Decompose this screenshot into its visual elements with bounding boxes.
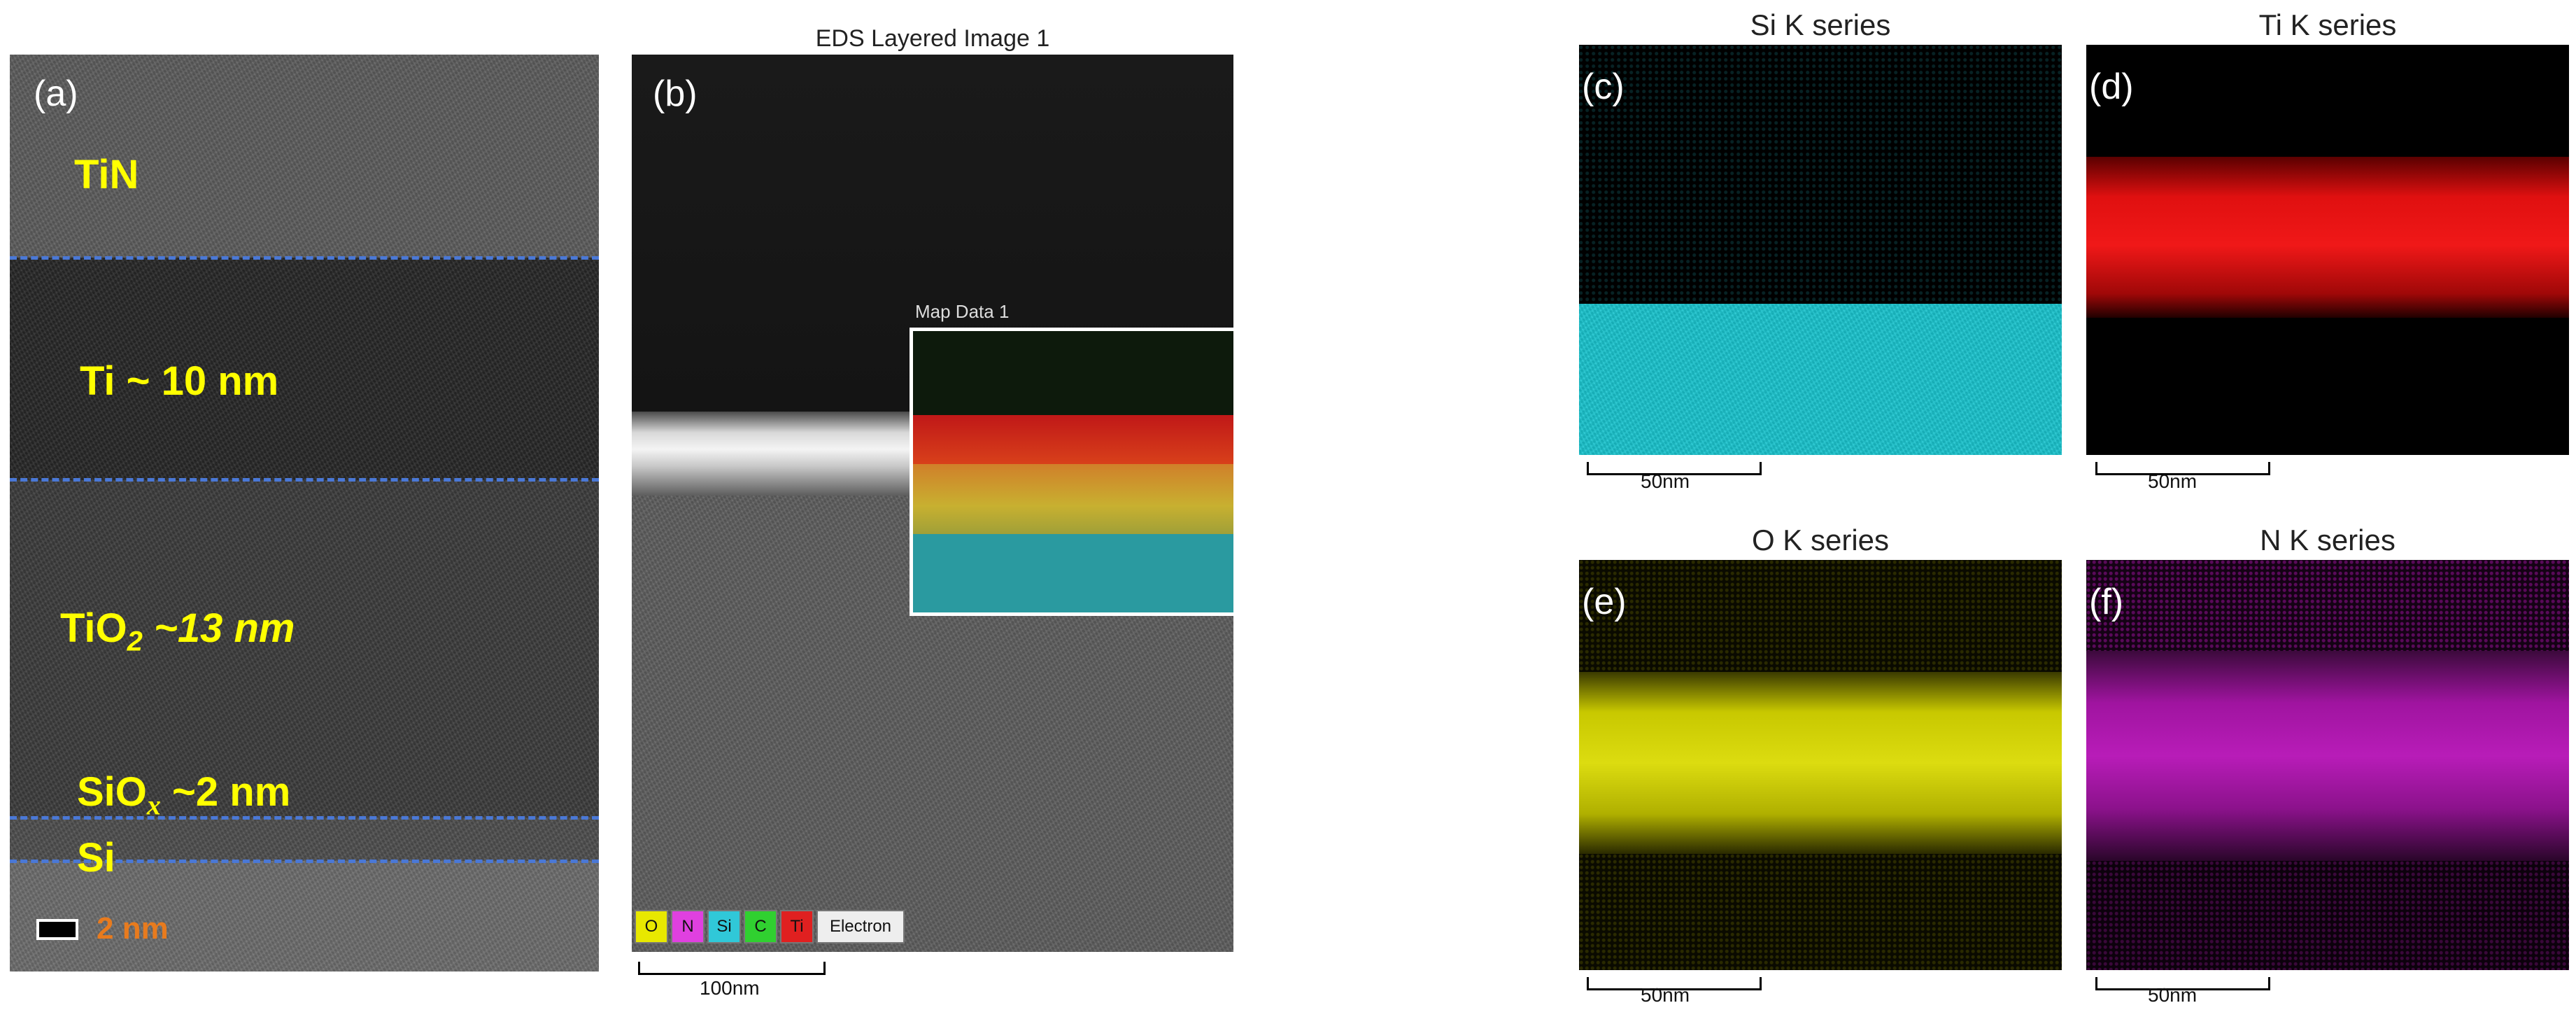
scale-bar-c-label: 50nm [1641, 470, 1690, 492]
layer-label-tin: TiN [74, 152, 139, 197]
map-title-o: O K series [1751, 524, 1890, 556]
tem-image-panel-a: (a) TiN Ti ~ 10 nm TiO2 ~13 nm SiOx ~2 n… [10, 55, 599, 972]
ti-signal-vacuum [2086, 45, 2569, 157]
scale-bar-d-label: 50nm [2148, 470, 2198, 492]
tio2-main: TiO [60, 605, 127, 651]
n-signal-band [2086, 651, 2569, 861]
interface-line-tio2-siox [10, 816, 599, 820]
ti-layer-region [10, 258, 599, 480]
si-k-map-c: (c) [1579, 45, 2062, 455]
interface-line-siox-si [10, 860, 599, 863]
map-ti-band [913, 415, 1233, 464]
scale-bar-a [36, 919, 78, 940]
si-layer-region [10, 861, 599, 972]
layer-label-si: Si [77, 835, 115, 881]
map-title-n: N K series [2260, 524, 2395, 556]
o-signal-vacuum [1579, 560, 2062, 672]
tio2-layer-region [10, 480, 599, 818]
map-si-band [913, 534, 1233, 612]
ti-signal-band [2086, 157, 2569, 318]
siox-subscript: x [146, 789, 161, 821]
o-signal-substrate [1579, 854, 2062, 970]
ti-signal-substrate [2086, 318, 2569, 455]
eds-layered-panel-b: Map Data 1 O N Si C Ti Electron (b) [632, 55, 1233, 952]
o-k-map-e: (e) [1579, 560, 2062, 970]
n-k-map-f: (f) [2086, 560, 2569, 970]
scale-bar-b-label: 100nm [700, 977, 760, 999]
siox-main: SiO [77, 769, 147, 815]
scale-bar-b [638, 962, 826, 975]
eds-layered-title: EDS Layered Image 1 [815, 25, 1050, 52]
layer-label-siox: SiOx ~2 nm [77, 769, 290, 822]
panel-label-b: (b) [653, 73, 698, 114]
legend-ti: Ti [780, 910, 814, 944]
legend-c: C [744, 910, 777, 944]
panel-label-f: (f) [2089, 582, 2124, 622]
map-vacuum [913, 331, 1233, 415]
scale-bar-e [1587, 977, 1762, 990]
ti-k-map-d: (d) [2086, 45, 2569, 455]
legend-si: Si [707, 910, 741, 944]
panel-label-d: (d) [2089, 66, 2134, 107]
scale-bar-d [2095, 462, 2270, 475]
interface-line-tin-ti [10, 256, 599, 260]
map-o-band [913, 464, 1233, 534]
scale-bar-a-label: 2 nm [97, 911, 169, 946]
o-signal-band [1579, 672, 2062, 854]
panel-label-e: (e) [1582, 582, 1627, 622]
interface-line-ti-tio2 [10, 478, 599, 482]
panel-label-c: (c) [1582, 66, 1625, 107]
panel-label-a: (a) [34, 73, 78, 114]
layer-label-tio2: TiO2 ~13 nm [60, 605, 295, 658]
siox-layer-region [10, 818, 599, 861]
scale-bar-e-label: 50nm [1641, 984, 1690, 1006]
n-signal-vacuum [2086, 560, 2569, 651]
legend-o: O [635, 910, 668, 944]
map-title-ti: Ti K series [2258, 8, 2397, 41]
legend-n: N [671, 910, 705, 944]
map-title-si: Si K series [1750, 8, 1891, 41]
scale-bar-f-label: 50nm [2148, 984, 2198, 1006]
si-signal-substrate [1579, 304, 2062, 455]
scale-bar-f [2095, 977, 2270, 990]
legend-electron: Electron [816, 910, 905, 944]
si-signal-low [1579, 45, 2062, 304]
map-data-label: Map Data 1 [915, 301, 1010, 322]
siox-thickness: ~2 nm [160, 769, 291, 815]
scale-bar-c [1587, 462, 1762, 475]
n-signal-substrate [2086, 861, 2569, 970]
layer-label-ti: Ti ~ 10 nm [80, 358, 279, 404]
tio2-subscript: 2 [127, 626, 143, 657]
map-data-region [910, 328, 1233, 616]
tio2-thickness: ~13 nm [142, 605, 295, 651]
tin-layer-region [10, 55, 599, 258]
